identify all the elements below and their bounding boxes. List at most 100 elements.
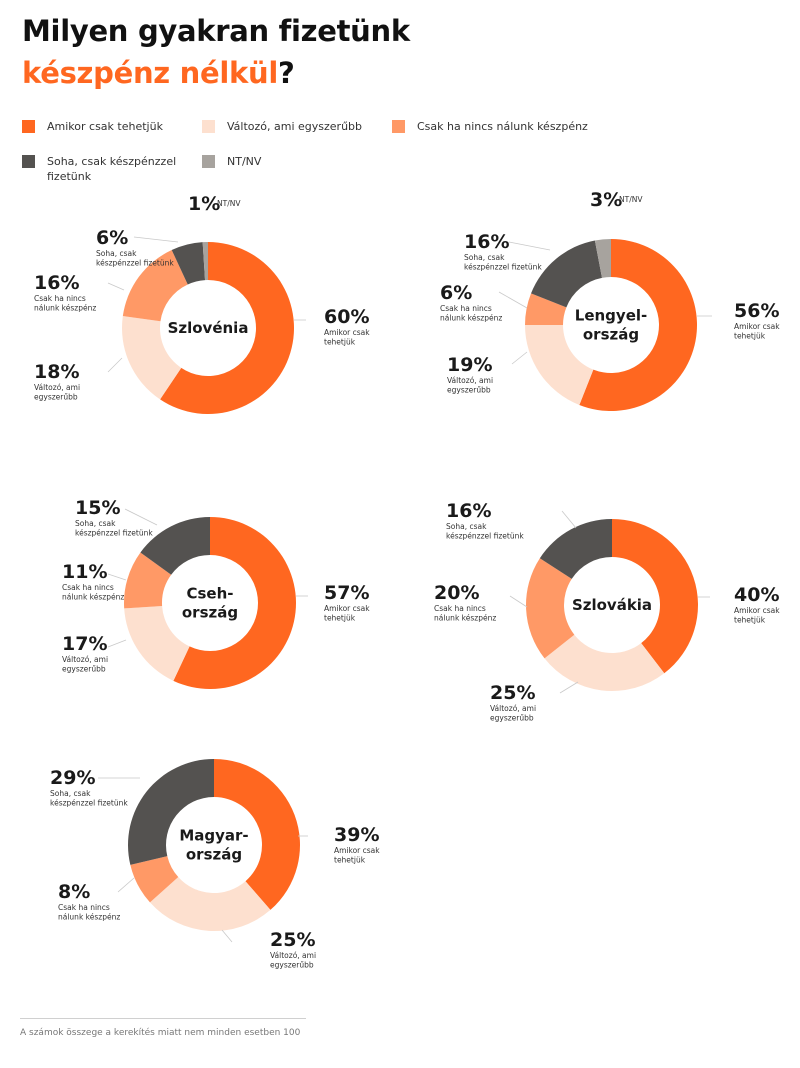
title-question-mark: ? [278,56,295,90]
legend-item-ntnv: NT/NV [202,154,261,169]
legend-label-amikor: Amikor csak tehetjük [47,120,163,133]
leader-line-valtozo [511,351,528,365]
data-label-valtozo: 19% [447,354,492,376]
category-label-amikor: tehetjük [324,338,356,347]
leader-line-valtozo [107,357,123,373]
data-label-soha: 16% [464,231,509,253]
category-label-csak: Csak ha nincs [34,294,86,303]
category-label-soha: készpénzzel fizetünk [75,529,153,538]
category-label-amikor: tehetjük [734,332,766,341]
category-label-ntnv: NT/NV [217,199,241,208]
slice-amikor [214,759,300,910]
slice-soha [127,759,214,865]
center-label: Szlovákia [572,596,652,614]
category-label-csak: Csak ha nincs [440,304,492,313]
category-label-soha: készpénzzel fizetünk [446,532,524,541]
data-label-valtozo: 17% [62,633,107,655]
footnote: A számok összege a kerekítés miatt nem m… [20,1028,301,1038]
leader-line-csak [117,877,135,893]
category-label-soha: készpénzzel fizetünk [50,799,128,808]
category-label-valtozo: Változó, ami [62,655,108,664]
category-label-soha: Soha, csak [96,249,137,258]
data-label-csak: 8% [58,881,90,903]
category-label-csak: nálunk készpénz [34,304,96,313]
category-label-csak: Csak ha nincs [434,604,486,613]
legend-swatch-valtozo [202,120,215,133]
legend-item-amikor: Amikor csak tehetjük [22,119,163,134]
data-label-csak: 11% [62,561,107,583]
data-label-ntnv: 3% [590,189,622,211]
data-label-amikor: 57% [324,582,369,604]
slice-soha [531,240,603,308]
slice-ntnv [202,242,208,281]
category-label-valtozo: egyszerűbb [490,714,534,723]
center-label: ország [182,604,238,622]
data-label-valtozo: 18% [34,361,79,383]
data-label-valtozo: 25% [490,682,535,704]
leader-line-csak [498,291,528,309]
category-label-valtozo: Változó, ami [447,376,493,385]
category-label-valtozo: Változó, ami [270,951,316,960]
slice-amikor [612,519,699,674]
slice-csak [525,293,567,325]
leader-line-valtozo [559,681,579,694]
slice-csak [122,250,188,322]
leader-line-csak [107,573,127,581]
slice-csak [124,552,172,609]
data-label-csak: 20% [434,582,479,604]
data-label-csak: 6% [440,282,472,304]
category-label-csak: Csak ha nincs [58,903,110,912]
slice-amikor [160,242,294,414]
slice-ntnv [594,239,611,278]
data-label-amikor: 39% [334,824,379,846]
legend-swatch-amikor [22,120,35,133]
category-label-csak: Csak ha nincs [62,583,114,592]
category-label-amikor: Amikor csak [334,846,380,855]
center-label: Lengyel- [575,307,647,325]
category-label-valtozo: Változó, ami [490,704,536,713]
legend-item-csak: Csak ha nincs nálunk készpénz [392,119,588,134]
data-label-ntnv: 1% [188,193,220,215]
data-label-soha: 6% [96,227,128,249]
slice-csak [526,558,575,659]
category-label-ntnv: NT/NV [619,195,643,204]
category-label-soha: készpénzzel fizetünk [464,263,542,272]
category-label-csak: nálunk készpénz [58,913,120,922]
category-label-amikor: Amikor csak [324,604,370,613]
data-label-csak: 16% [34,272,79,294]
data-label-soha: 16% [446,500,491,522]
category-label-amikor: tehetjük [734,616,766,625]
legend-label-ntnv: NT/NV [227,155,262,168]
data-label-amikor: 56% [734,300,779,322]
page-title: Milyen gyakran fizetünk [22,14,410,48]
title-accent: készpénz nélkül [22,56,278,90]
slice-valtozo [544,634,665,691]
category-label-valtozo: egyszerűbb [62,665,106,674]
data-label-amikor: 40% [734,584,779,606]
data-label-valtozo: 25% [270,929,315,951]
category-label-csak: nálunk készpénz [440,314,502,323]
legend-item-soha: Soha, csak készpénzzel fizetünk [22,154,182,184]
legend-label-csak: Csak ha nincs nálunk készpénz [417,120,588,133]
slice-valtozo [124,606,190,681]
category-label-csak: nálunk készpénz [434,614,496,623]
slice-valtozo [525,325,594,405]
category-label-amikor: Amikor csak [324,328,370,337]
category-label-soha: Soha, csak [75,519,116,528]
category-label-amikor: tehetjük [324,614,356,623]
category-label-valtozo: egyszerűbb [447,386,491,395]
slice-valtozo [149,877,271,932]
category-label-soha: Soha, csak [446,522,487,531]
center-label: Magyar- [179,827,248,845]
category-label-soha: készpénzzel fizetünk [96,259,174,268]
legend-swatch-ntnv [202,155,215,168]
leader-line-soha [133,236,179,243]
category-label-valtozo: egyszerűbb [270,961,314,970]
center-label: ország [583,326,639,344]
footnote-divider [20,1018,306,1019]
leader-line-soha [124,508,158,526]
